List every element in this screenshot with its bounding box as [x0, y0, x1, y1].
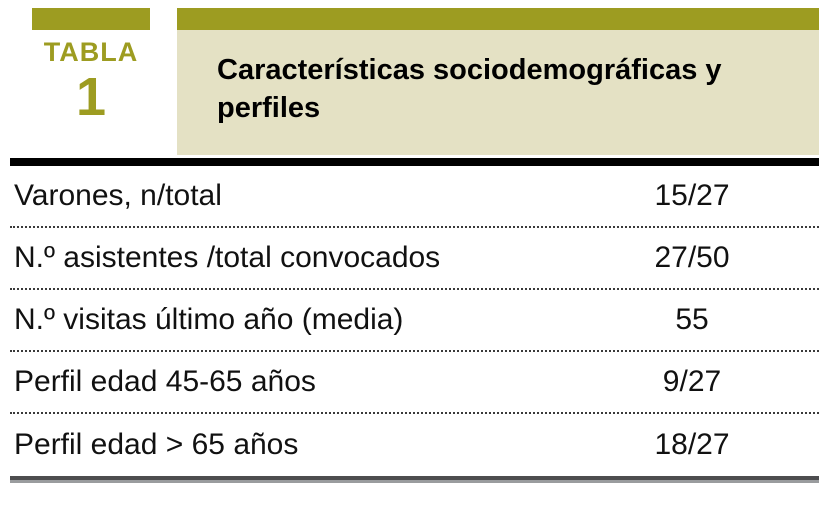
table-title-block: Características sociodemográficas y perf…: [177, 8, 819, 155]
row-label: N.º asistentes /total convocados: [14, 241, 441, 274]
row-value: 55: [675, 303, 709, 336]
header-rule: [10, 158, 819, 166]
table-row: Perfil edad > 65 años 18/27: [10, 414, 819, 476]
table-header: TABLA 1 Características sociodemográfica…: [32, 8, 819, 155]
table-body: Varones, n/total 15/27 N.º asistentes /t…: [10, 166, 819, 476]
olive-bar-right: [177, 8, 819, 30]
table-row: N.º asistentes /total convocados 27/50: [10, 228, 819, 290]
row-label: Varones, n/total: [14, 179, 222, 212]
row-label: Perfil edad 45-65 años: [14, 365, 316, 398]
row-value: 27/50: [654, 241, 730, 274]
row-value: 18/27: [654, 428, 730, 461]
table-number: 1: [75, 67, 107, 127]
table-label-block: TABLA 1: [32, 8, 150, 155]
table-row: N.º visitas último año (media) 55: [10, 290, 819, 352]
table-row: Perfil edad 45-65 años 9/27: [10, 352, 819, 414]
row-label: Perfil edad > 65 años: [14, 428, 299, 461]
row-value: 15/27: [654, 179, 730, 212]
bottom-rule-light: [10, 480, 819, 483]
table-title-box: Características sociodemográficas y perf…: [177, 30, 819, 155]
bottom-rule: [10, 476, 819, 483]
row-label: N.º visitas último año (media): [14, 303, 404, 336]
olive-bar-left: [32, 8, 150, 30]
row-value: 9/27: [662, 365, 722, 398]
bottom-rule-dark: [10, 476, 819, 480]
table-kicker: TABLA: [43, 37, 139, 67]
table-figure: TABLA 1 Características sociodemográfica…: [10, 8, 819, 483]
table-row: Varones, n/total 15/27: [10, 166, 819, 228]
table-title: Características sociodemográficas y perf…: [217, 54, 722, 125]
